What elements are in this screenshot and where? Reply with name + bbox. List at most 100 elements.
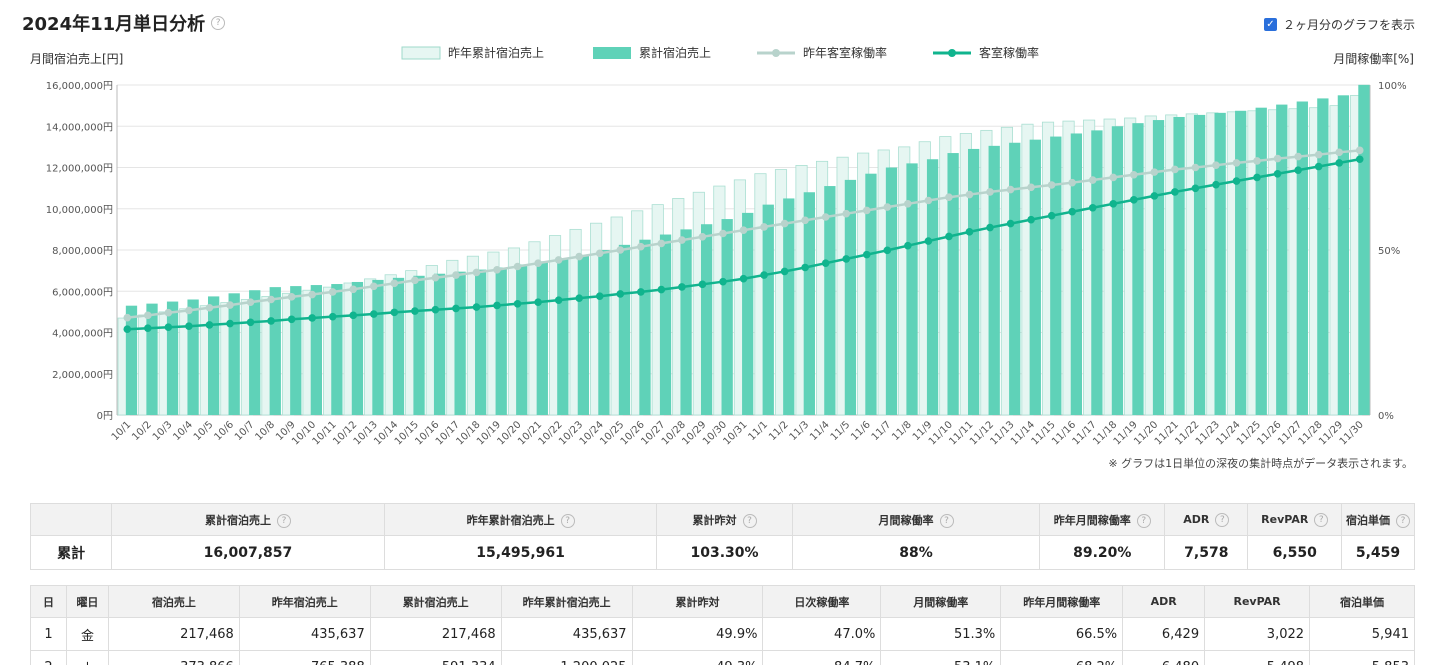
x-tick-label: 10/4 [171,419,195,443]
y-tick-label: 10,000,000円 [46,205,113,216]
occupancy-point [1355,155,1364,164]
summary-value: 16,007,857 [111,535,385,570]
x-tick-label: 10/3 [151,419,175,443]
last-year-occupancy-point [1273,154,1282,163]
last-year-occupancy-point [698,233,707,241]
table-cell: 金 [65,617,109,651]
occupancy-point [1335,159,1343,167]
x-tick-label: 10/7 [233,419,257,443]
help-icon[interactable]: ? [1215,512,1230,527]
help-icon[interactable]: ? [560,513,575,528]
last-year-occupancy-point [1355,146,1364,155]
last-year-occupancy-point [164,308,173,317]
last-year-occupancy-point [493,266,501,274]
occupancy-point [411,307,419,315]
summary-table: 累計宿泊売上? 昨年累計宿泊売上? 累計昨対? 月間稼働率? 昨年月間稼働率? ADR? R… [29,503,1415,570]
daily-header: 日 [30,585,67,618]
occupancy-point [205,321,214,329]
last-year-occupancy-point [616,246,625,254]
table-cell: 6,429 [1122,617,1206,651]
last-year-occupancy-point [1006,185,1015,194]
checkbox-checked-icon[interactable]: ✓ [1263,18,1277,31]
help-icon[interactable]: ? [742,513,757,528]
last-year-occupancy-point [719,229,727,238]
occupancy-point [1129,196,1138,204]
last-year-occupancy-point [986,188,994,196]
help-icon[interactable]: ? [211,16,226,30]
bar-current [495,267,507,415]
summary-header: 昨年月間稼働率? [1039,503,1166,536]
table-cell: 5,498 [1204,650,1311,665]
last-year-occupancy-point [328,288,337,296]
last-year-occupancy-point [965,190,974,199]
last-year-occupancy-point [780,219,789,228]
summary-value: 89.20% [1039,535,1166,570]
bar-current [146,303,158,415]
help-icon[interactable]: ? [1396,513,1411,528]
last-year-occupancy-point [1212,161,1220,169]
bar-current [659,234,672,415]
last-year-occupancy-point [575,252,583,261]
bar-current [166,301,179,415]
daily-header: 宿泊売上 [107,585,240,618]
last-year-occupancy-point [205,303,214,312]
occupancy-point [472,303,481,311]
occupancy-point [1273,169,1282,178]
daily-header: 累計宿泊売上 [369,585,502,618]
last-year-occupancy-point [513,262,522,271]
help-icon[interactable]: ? [1314,512,1329,527]
y2-tick-label: 100% [1378,81,1407,92]
bar-current [824,186,836,415]
daily-header: 昨年累計宿泊売上 [500,585,633,618]
occupancy-point [842,255,851,263]
occupancy-point [144,324,152,333]
occupancy-point [678,283,686,291]
legend-label: 累計宿泊売上 [639,45,711,60]
help-icon[interactable]: ? [939,513,954,528]
occupancy-point [862,250,871,259]
summary-corner [29,503,113,536]
occupancy-point [328,312,337,321]
bar-current [310,285,322,415]
table-cell: 435,637 [238,617,371,651]
table-cell: 6,480 [1122,650,1206,665]
bar-current [290,286,302,415]
occupancy-point [123,325,132,334]
bar-current [1235,110,1247,415]
bar-current [516,264,528,415]
table-cell: 5,941 [1309,617,1415,651]
occupancy-point [349,311,358,320]
bar-current [968,148,980,415]
bar-current [742,212,754,415]
occupancy-point [1150,192,1159,200]
bar-current [844,179,857,415]
occupancy-point [595,292,604,300]
last-year-occupancy-point [760,223,768,231]
legend-label: 昨年客室稼働率 [803,45,887,60]
last-year-occupancy-point [678,236,686,244]
help-icon[interactable]: ? [276,513,291,528]
help-icon[interactable]: ? [1136,513,1151,528]
bar-current [1317,98,1329,415]
bar-current [187,299,199,415]
occupancy-point [801,263,809,272]
bar-current [926,159,939,415]
legend-label: 昨年累計宿泊売上 [448,45,544,60]
occupancy-point [986,223,994,232]
page-title: 2024年11月単日分析 [22,14,206,35]
bar-current [577,255,590,415]
occupancy-point [616,290,625,298]
occupancy-point [965,228,974,236]
occupancy-point [1294,166,1302,174]
bar-current [454,271,466,415]
x-tick-label: 11/5 [829,419,853,443]
occupancy-point [1212,180,1220,189]
occupancy-point [945,232,953,241]
bar-current [249,290,261,415]
summary-row-label: 累計 [29,535,113,570]
occupancy-point [431,305,440,314]
bar-current [1091,130,1103,415]
x-tick-label: 11/4 [808,419,832,443]
last-year-occupancy-point [842,209,851,218]
two-month-toggle[interactable]: ✓ ２ヶ月分のグラフを表示 [1263,16,1415,33]
